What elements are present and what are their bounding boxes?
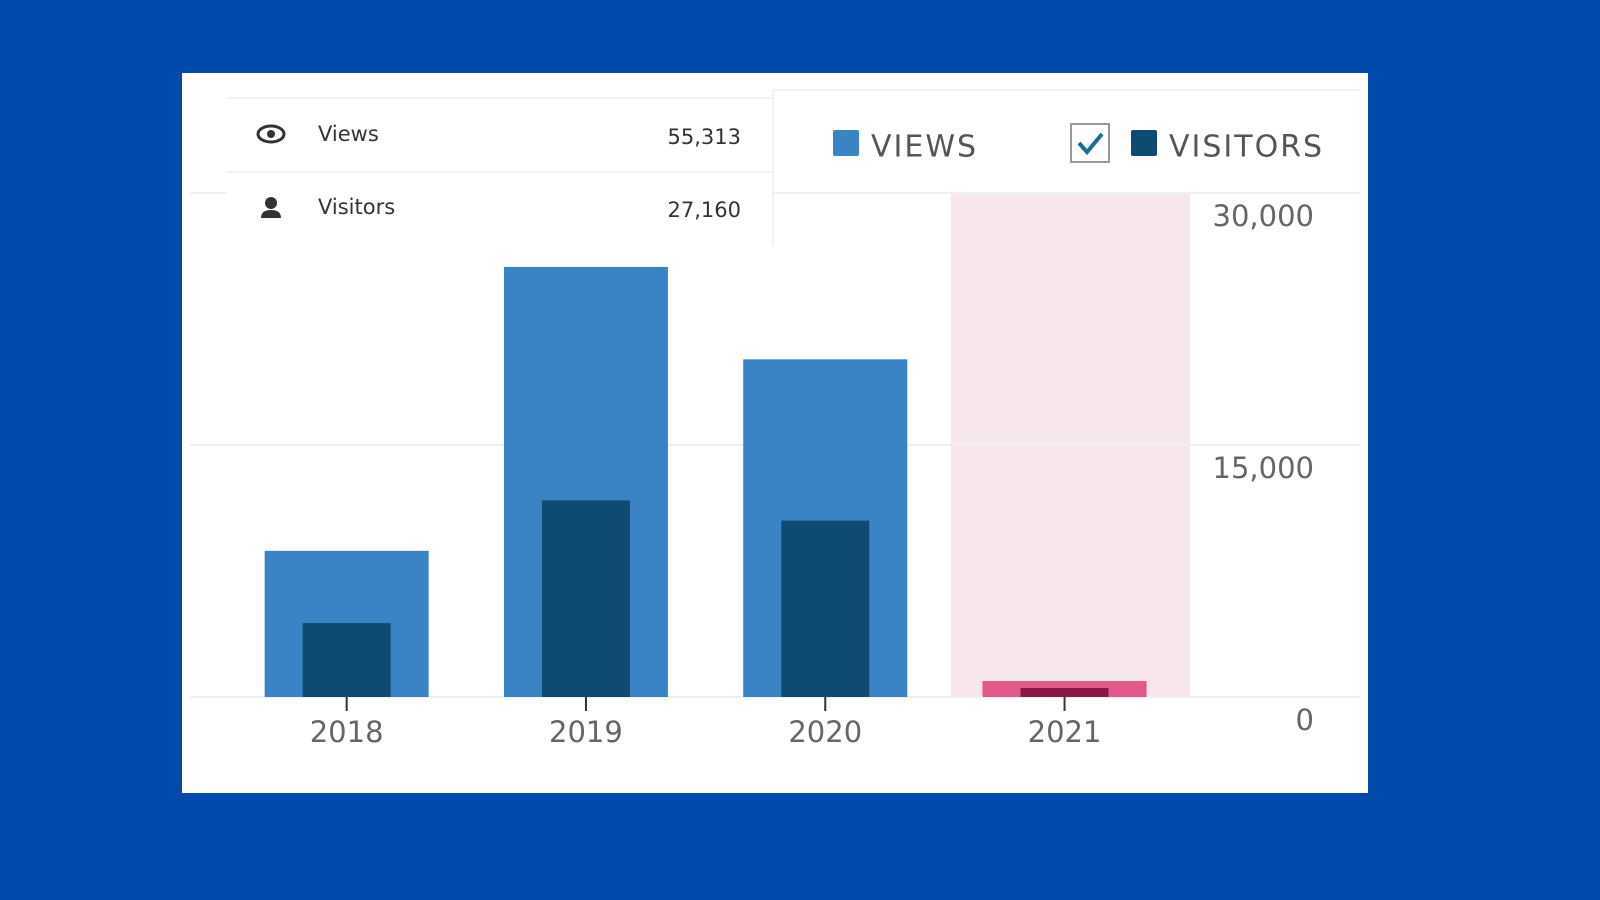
legend-swatch [833, 130, 859, 156]
summary-label: Visitors [318, 195, 395, 219]
legend-checkbox[interactable] [1070, 123, 1110, 163]
summary-value: 55,313 [668, 125, 741, 149]
x-tick-label: 2018 [310, 715, 384, 749]
summary-value: 27,160 [668, 198, 741, 222]
bar [781, 520, 870, 697]
person-icon [261, 197, 281, 218]
bar [541, 500, 630, 697]
y-tick-label: 0 [1296, 703, 1314, 737]
y-tick-label: 30,000 [1213, 199, 1314, 233]
legend-swatch [1131, 130, 1157, 156]
x-tick-label: 2020 [788, 715, 862, 749]
bar [1020, 687, 1109, 697]
summary-label: Views [318, 122, 379, 146]
legend-label: VISITORS [1169, 130, 1324, 165]
x-tick-label: 2019 [549, 715, 623, 749]
checkmark [1077, 132, 1104, 156]
y-tick-label: 15,000 [1213, 451, 1314, 485]
legend-label: VIEWS [871, 130, 978, 165]
eye-icon [256, 124, 286, 144]
bar [302, 623, 391, 697]
x-tick-label: 2021 [1028, 715, 1102, 749]
